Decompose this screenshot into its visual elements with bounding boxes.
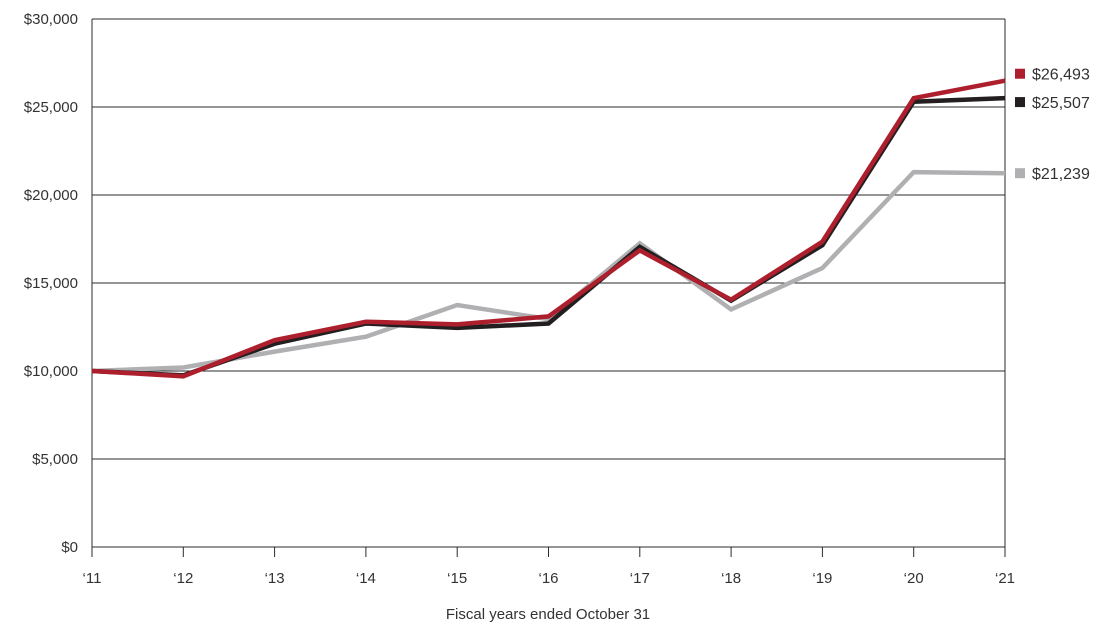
x-tick-label: ‘15	[447, 570, 467, 587]
y-tick-label: $20,000	[24, 187, 78, 204]
black-series-marker	[1015, 97, 1025, 108]
black-series-line	[91, 95, 1006, 378]
red-series-end-label: $26,493	[1032, 67, 1090, 84]
y-tick-label: $25,000	[24, 99, 78, 116]
gray-series-line	[91, 169, 1006, 374]
gray-series-end-label: $21,239	[1032, 166, 1090, 183]
black-series-end-label: $25,507	[1032, 95, 1090, 112]
x-tick-label: ‘13	[265, 570, 285, 587]
x-tick-label: ‘18	[721, 570, 741, 587]
gray-series-marker	[1015, 168, 1025, 179]
series-layer	[91, 78, 1006, 379]
red-series-marker	[1015, 68, 1025, 79]
grid-layer	[92, 18, 1005, 548]
x-tick-label: ‘12	[173, 570, 193, 587]
x-tick-label: ‘21	[995, 570, 1015, 587]
x-tick-label: ‘11	[83, 570, 102, 587]
y-tick-label: $30,000	[24, 11, 78, 28]
x-tick-label: ‘16	[538, 570, 558, 587]
x-tick-label: ‘14	[356, 570, 376, 587]
y-tick-label: $10,000	[24, 363, 78, 380]
y-tick-label: $5,000	[32, 451, 78, 468]
axis-layer: $0 $5,000 $10,000 $15,000 $20,000 $25,000 $30,…	[24, 11, 1015, 587]
x-tick-label: ‘19	[812, 570, 832, 587]
red-series-line	[91, 78, 1006, 379]
x-axis-title: Fiscal years ended October 31	[446, 606, 650, 623]
x-tick-label: ‘20	[904, 570, 924, 587]
y-tick-label: $0	[61, 539, 78, 556]
y-tick-label: $15,000	[24, 275, 78, 292]
label-layer: $21,239 $25,507 $26,493	[1015, 67, 1090, 183]
x-tick-label: ‘17	[630, 570, 650, 587]
